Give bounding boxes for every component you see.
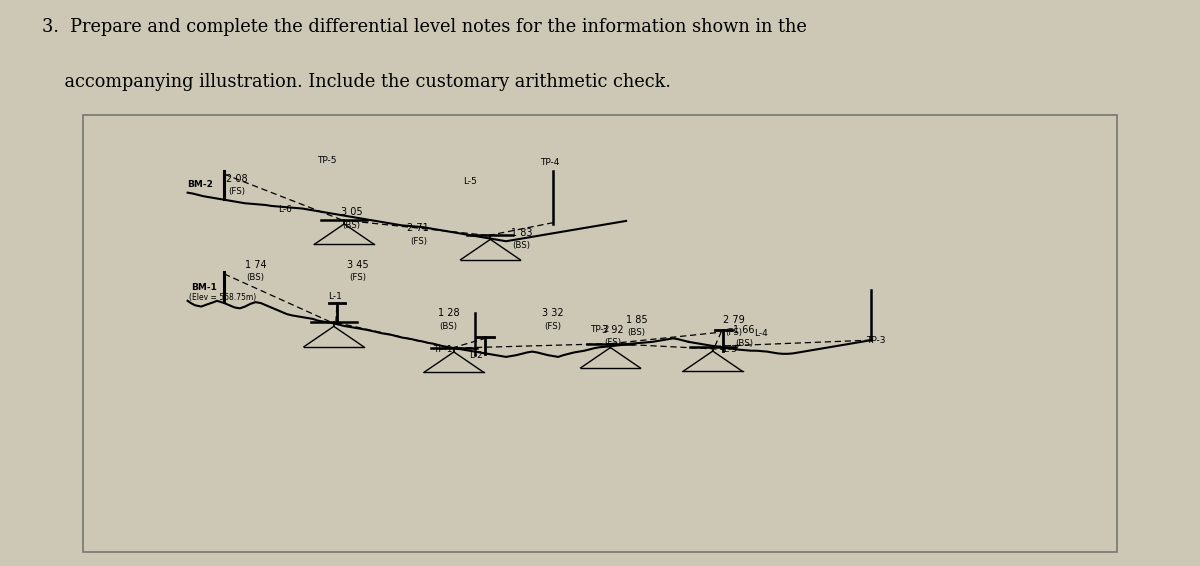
Text: 3 92: 3 92 [601, 325, 623, 335]
Text: accompanying illustration. Include the customary arithmetic check.: accompanying illustration. Include the c… [42, 74, 671, 91]
Text: 1 83: 1 83 [511, 228, 533, 238]
Text: TP-5: TP-5 [317, 156, 336, 165]
Text: 3 32: 3 32 [542, 308, 564, 319]
Text: (FS): (FS) [725, 328, 742, 337]
Text: 2 08: 2 08 [226, 174, 247, 184]
Text: (BS): (BS) [512, 241, 530, 250]
Text: (FS): (FS) [228, 187, 245, 196]
Text: L-6: L-6 [278, 205, 293, 214]
Text: (BS): (BS) [342, 221, 360, 230]
Text: 2 79: 2 79 [722, 315, 744, 325]
Text: (BS): (BS) [439, 322, 457, 331]
Text: (BS): (BS) [628, 328, 646, 337]
Text: L-3: L-3 [724, 345, 737, 354]
Text: TP-2: TP-2 [590, 325, 610, 334]
Text: TP-1: TP-1 [433, 345, 452, 354]
Text: (FS): (FS) [349, 273, 366, 282]
Text: L-4: L-4 [755, 329, 768, 338]
Text: (BS): (BS) [736, 338, 754, 348]
Text: 1 28: 1 28 [438, 308, 460, 319]
Text: TP-4: TP-4 [540, 158, 559, 167]
Text: (FS): (FS) [604, 338, 622, 347]
Text: L-5: L-5 [463, 178, 478, 186]
Text: (Elev = 568.75m): (Elev = 568.75m) [188, 293, 256, 302]
Text: L-2: L-2 [469, 350, 484, 359]
Text: TP-3: TP-3 [866, 336, 886, 345]
Text: 1 74: 1 74 [245, 260, 266, 270]
Text: (FS): (FS) [410, 237, 427, 246]
Text: 1 85: 1 85 [625, 315, 647, 325]
Text: 3 05: 3 05 [341, 207, 362, 217]
Text: BM-2: BM-2 [187, 180, 214, 189]
Text: 2 71: 2 71 [408, 223, 430, 233]
Text: 1 66: 1 66 [733, 325, 755, 335]
Text: L-1: L-1 [329, 292, 342, 301]
Text: 3 45: 3 45 [347, 260, 368, 270]
Text: BM-1: BM-1 [191, 283, 217, 292]
Text: (BS): (BS) [246, 273, 264, 282]
Text: 3.  Prepare and complete the differential level notes for the information shown : 3. Prepare and complete the differential… [42, 18, 806, 36]
Text: (FS): (FS) [545, 322, 562, 331]
